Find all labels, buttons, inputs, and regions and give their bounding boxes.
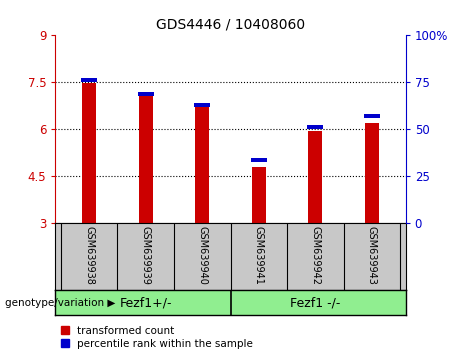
Text: GSM639942: GSM639942 <box>310 227 320 285</box>
Text: GSM639941: GSM639941 <box>254 227 264 285</box>
Bar <box>195 103 209 223</box>
Bar <box>308 131 322 223</box>
Bar <box>252 167 266 223</box>
Bar <box>365 123 379 223</box>
Legend: transformed count, percentile rank within the sample: transformed count, percentile rank withi… <box>60 326 253 349</box>
Bar <box>195 103 210 107</box>
Text: GSM639943: GSM639943 <box>367 227 377 285</box>
Text: genotype/variation ▶: genotype/variation ▶ <box>5 298 115 308</box>
Bar <box>251 158 266 162</box>
Bar <box>138 92 154 96</box>
Text: Fezf1+/-: Fezf1+/- <box>119 296 172 309</box>
Bar <box>82 78 97 82</box>
Bar <box>82 83 96 223</box>
Title: GDS4446 / 10408060: GDS4446 / 10408060 <box>156 17 305 32</box>
Text: GSM639938: GSM639938 <box>84 227 94 285</box>
Bar <box>139 92 153 223</box>
Bar <box>307 125 323 129</box>
Text: GSM639939: GSM639939 <box>141 227 151 285</box>
Text: GSM639940: GSM639940 <box>197 227 207 285</box>
Text: Fezf1 -/-: Fezf1 -/- <box>290 296 341 309</box>
Bar <box>364 114 379 118</box>
